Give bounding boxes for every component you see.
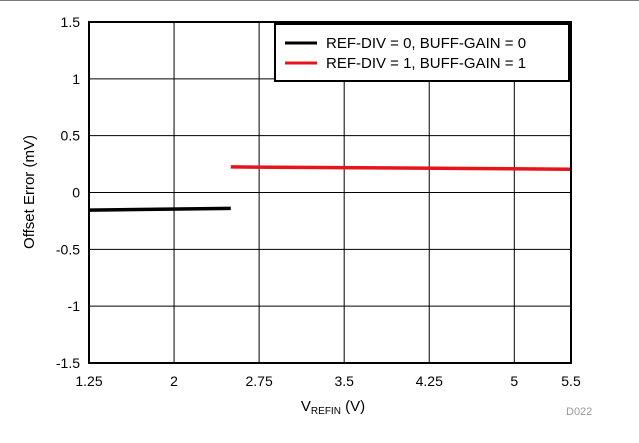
y-tick-label: 1.5 <box>61 14 81 30</box>
legend-label: REF-DIV = 1, BUFF-GAIN = 1 <box>326 55 526 72</box>
y-tick-label: -1 <box>68 298 81 314</box>
y-tick-labels: 1.5 1 0.5 0 -0.5 -1 -1.5 <box>56 14 80 371</box>
x-axis-label-unit: (V) <box>341 398 365 415</box>
legend-box <box>274 23 570 82</box>
x-tick-label: 4.25 <box>416 373 443 389</box>
legend: REF-DIV = 0, BUFF-GAIN = 0 REF-DIV = 1, … <box>274 23 570 82</box>
y-tick-label: 0.5 <box>61 128 81 144</box>
y-axis-label: Offset Error (mV) <box>21 135 38 249</box>
top-rule <box>0 0 639 1</box>
y-tick-label: -1.5 <box>56 355 80 371</box>
legend-label: REF-DIV = 0, BUFF-GAIN = 0 <box>326 35 526 52</box>
x-tick-label: 5.5 <box>561 373 581 389</box>
x-tick-label: 1.25 <box>75 373 102 389</box>
series-line <box>230 165 572 171</box>
x-tick-label: 2.75 <box>245 373 272 389</box>
x-axis-label: VREFIN (V) <box>301 398 365 417</box>
figure-code: D022 <box>566 406 593 418</box>
x-tick-label: 5 <box>510 373 518 389</box>
x-tick-labels: 1.25 2 2.75 3.5 4.25 5 5.5 <box>75 373 581 389</box>
y-tick-label: 1 <box>72 71 80 87</box>
x-axis-label-main: V <box>301 398 311 415</box>
series-line <box>88 206 231 212</box>
x-tick-label: 3.5 <box>334 373 354 389</box>
x-tick-label: 2 <box>170 373 178 389</box>
y-tick-label: -0.5 <box>56 241 80 257</box>
plot-frame <box>88 21 572 364</box>
x-axis-label-sub: REFIN <box>311 406 341 417</box>
y-tick-label: 0 <box>72 185 80 201</box>
series-group <box>88 165 572 212</box>
